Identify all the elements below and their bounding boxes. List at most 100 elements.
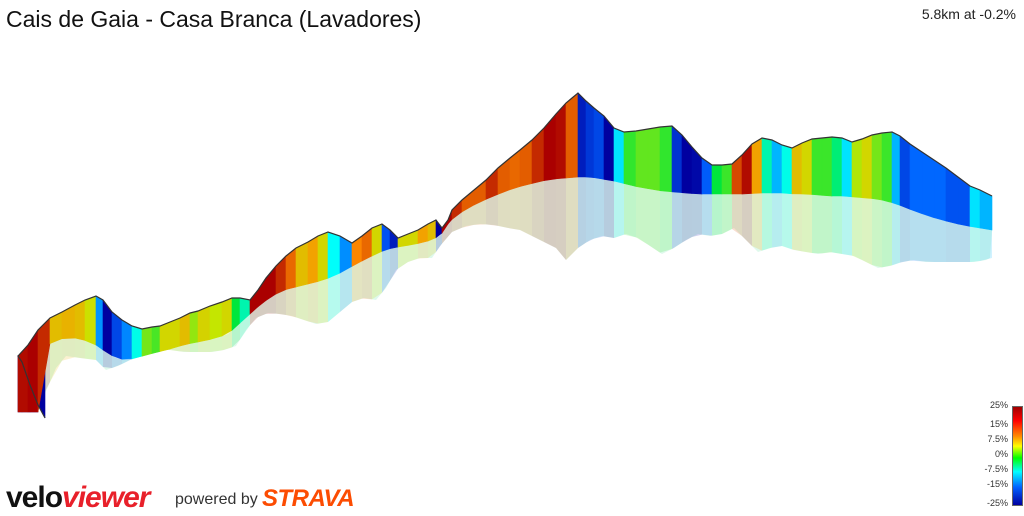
profile-slice <box>613 127 625 184</box>
brand-part-viewer: viewer <box>62 481 150 514</box>
profile-slice <box>593 107 605 180</box>
profile-shadow-slice <box>682 192 692 243</box>
profile-slice <box>179 312 191 347</box>
profile-shadow-slice <box>578 177 586 248</box>
profile-slice <box>361 227 373 262</box>
profile-slice <box>647 126 661 192</box>
profile-shadow-slice <box>910 209 922 262</box>
profile-shadow-slice <box>296 284 308 322</box>
profile-shadow-slice <box>390 247 398 281</box>
profile-shadow-slice <box>594 177 604 239</box>
profile-shadow-slice <box>340 266 352 312</box>
profile-slice <box>585 100 595 178</box>
profile-slice <box>731 154 743 195</box>
profile-shadow-slice <box>328 273 340 322</box>
profile-shadow-slice <box>900 205 910 263</box>
profile-slice <box>131 325 143 360</box>
profile-shadow-slice <box>648 188 660 253</box>
profile-shadow-slice <box>474 199 486 225</box>
profile-slice <box>519 139 533 187</box>
profile-shadow-slice <box>980 228 992 261</box>
profile-slice <box>169 317 181 350</box>
profile-slice <box>74 299 86 341</box>
profile-shadow-slice <box>258 300 266 318</box>
profile-shadow-slice <box>712 194 722 236</box>
profile-slice <box>159 321 171 352</box>
profile-slice <box>851 138 863 198</box>
profile-slice <box>623 130 637 187</box>
veloviewer-logo[interactable]: veloviewer <box>6 480 150 516</box>
profile-shadow-slice <box>62 338 75 361</box>
profile-slice <box>635 128 649 190</box>
profile-shadow <box>24 177 992 412</box>
profile-shadow-slice <box>382 248 390 293</box>
profile-slice <box>671 125 683 193</box>
profile-shadow-slice <box>308 281 318 324</box>
profile-shadow-layer <box>18 177 992 412</box>
profile-shadow-slice <box>614 181 624 238</box>
profile-slice <box>821 136 833 197</box>
profile-shadow-slice <box>318 278 328 324</box>
profile-slice <box>659 125 673 193</box>
profile-slice <box>741 143 753 195</box>
profile-shadow-slice <box>520 183 532 236</box>
profile-slice <box>121 319 133 360</box>
profile-slice <box>531 127 545 184</box>
legend-label-neg-7-5: -7.5% <box>984 464 1008 474</box>
profile-shadow-slice <box>448 219 452 237</box>
profile-slice <box>811 137 823 196</box>
gradient-color-bar <box>1012 406 1023 506</box>
profile-shadow-slice <box>636 186 648 245</box>
profile-shadow-slice <box>85 340 96 360</box>
profile-slice <box>151 325 161 354</box>
profile-slice <box>543 113 557 182</box>
profile-shadow-slice <box>692 193 702 237</box>
legend-label-15: 15% <box>989 419 1008 429</box>
legend-label-0: 0% <box>994 449 1008 459</box>
profile-shadow-slice <box>96 345 103 367</box>
profile-slice <box>933 159 947 222</box>
profile-shadow-slice <box>232 323 240 348</box>
profile-slice <box>721 163 733 195</box>
profile-shadow-slice <box>556 178 566 260</box>
profile-shadow-slice <box>462 205 474 228</box>
profile-shadow-slice <box>752 193 762 251</box>
profile-slice <box>979 189 993 231</box>
profile-shadow-slice <box>352 261 362 302</box>
profile-slice <box>909 143 923 215</box>
legend-label-neg-25: -25% <box>986 498 1008 508</box>
profile-shadow-slice <box>428 237 436 258</box>
profile-slice <box>197 305 211 343</box>
profile-shadow-slice <box>660 190 672 253</box>
profile-shadow-slice <box>970 226 980 262</box>
profile-slice <box>571 92 579 178</box>
footer: veloviewer powered by STRAVA <box>4 480 424 514</box>
profile-shadow-slice <box>958 224 970 262</box>
profile-slice <box>381 223 391 252</box>
profile-wall-layer <box>17 92 993 419</box>
profile-shadow-slice <box>362 256 372 300</box>
profile-shadow-slice <box>802 194 812 253</box>
strava-logo[interactable]: STRAVA <box>262 485 355 512</box>
profile-shadow-slice <box>672 191 682 249</box>
profile-shadow-slice <box>624 183 636 238</box>
profile-shadow-slice <box>210 336 222 352</box>
profile-slice <box>61 304 76 340</box>
profile-shadow-slice <box>722 194 732 234</box>
profile-shadow-slice <box>486 194 498 226</box>
profile-shadow-slice <box>742 193 752 246</box>
profile-shadow-slice <box>112 355 122 368</box>
profile-slice <box>389 229 399 250</box>
profile-shadow-slice <box>240 314 250 340</box>
profile-shadow-slice <box>842 196 852 256</box>
profile-slice <box>841 137 853 198</box>
profile-slice <box>307 235 319 285</box>
segment-stats: 5.8km at -0.2% <box>921 6 1016 22</box>
profile-shadow-slice <box>532 180 544 242</box>
profile-slice <box>221 297 233 337</box>
profile-shadow-slice <box>122 358 132 364</box>
segment-title: Cais de Gaia - Casa Branca (Lavadores) <box>6 6 422 32</box>
profile-shadow-slice <box>510 186 520 230</box>
elevation-profile-3d <box>17 92 993 419</box>
profile-shadow-slice <box>832 196 842 254</box>
